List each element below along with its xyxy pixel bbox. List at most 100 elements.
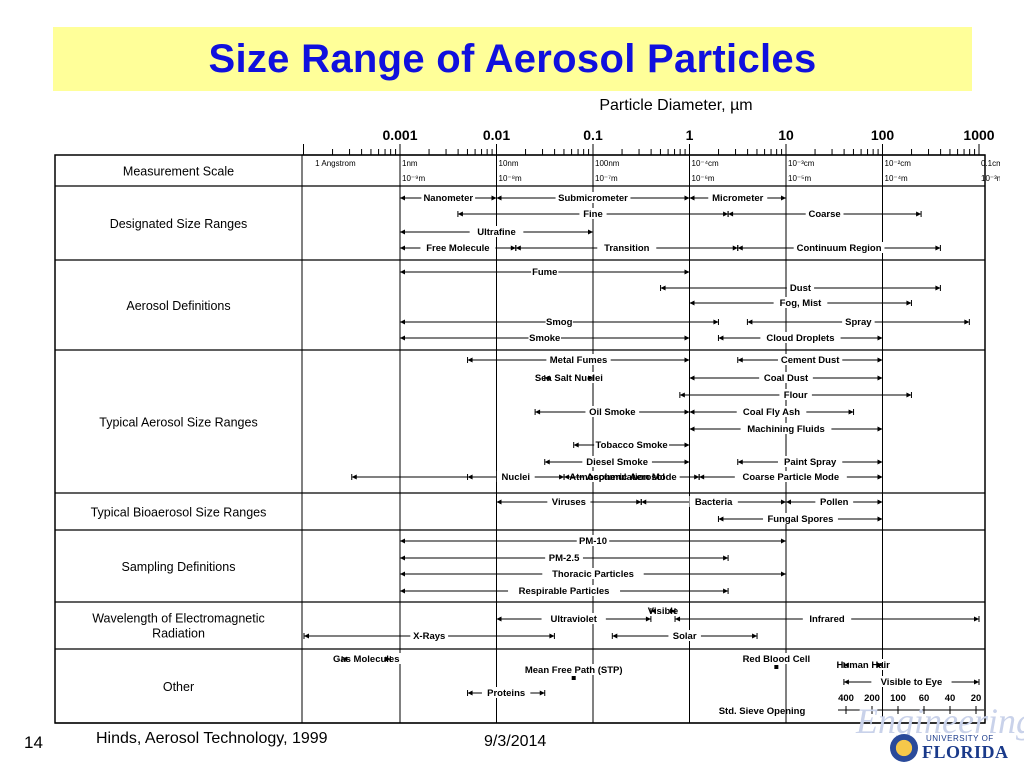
size-range-bar xyxy=(303,630,555,641)
size-range-bar xyxy=(746,316,970,327)
section-label: Sampling Definitions xyxy=(122,560,236,574)
range-label: Submicrometer xyxy=(558,193,628,204)
university-logo: Engineering UNIVERSITY OF FLORIDA xyxy=(856,701,1024,766)
size-range-bar xyxy=(399,552,729,563)
size-range-bar xyxy=(736,653,817,669)
scale-label: 1nm xyxy=(402,159,418,168)
scale-label: 10nm xyxy=(499,159,519,168)
decade-label: 10 xyxy=(778,127,794,143)
size-range-bar xyxy=(496,613,652,624)
range-label: Free Molecule xyxy=(426,243,489,254)
scale-label: 100nm xyxy=(595,159,620,168)
size-range-bar xyxy=(641,605,685,616)
section-label: Aerosol Definitions xyxy=(126,299,230,313)
logo-name-text: FLORIDA xyxy=(922,742,1009,762)
section-label: Other xyxy=(163,680,194,694)
decade-label: 1000 xyxy=(963,127,994,143)
size-range-bar xyxy=(573,439,690,450)
decade-label: 0.01 xyxy=(483,127,510,143)
range-label: Coal Dust xyxy=(764,373,809,384)
sieve-value: 100 xyxy=(890,693,906,704)
size-range-bar xyxy=(611,630,758,641)
logo-university-text: UNIVERSITY OF xyxy=(926,734,994,743)
range-label: Cement Dust xyxy=(781,355,840,366)
range-label: Gas Molecules xyxy=(333,654,400,665)
scale-label: 10⁻⁸m xyxy=(499,174,522,183)
decade-label: 0.001 xyxy=(382,127,417,143)
range-label: Coarse Particle Mode xyxy=(743,472,840,483)
university-seal-icon xyxy=(890,734,918,762)
size-range-bar xyxy=(467,687,546,698)
scale-label: 10⁻⁷m xyxy=(595,174,618,183)
section-label: Measurement Scale xyxy=(123,165,234,179)
range-label: Fume xyxy=(532,267,557,278)
range-label: Ultraviolet xyxy=(550,614,597,625)
range-label: Coarse xyxy=(808,209,840,220)
range-label: Atmospheric Aerosol xyxy=(569,472,665,483)
range-label: Oil Smoke xyxy=(589,407,635,418)
range-label: X-Rays xyxy=(413,631,445,642)
sieve-label: Std. Sieve Opening xyxy=(719,706,806,717)
scale-label: 10⁻⁵m xyxy=(788,174,811,183)
range-label: PM-10 xyxy=(579,536,607,547)
sieve-value: 60 xyxy=(919,693,930,704)
size-range-bar xyxy=(674,613,980,624)
section-label: Typical Aerosol Size Ranges xyxy=(99,416,257,430)
size-range-bar xyxy=(526,372,612,383)
scale-label: 10⁻⁶m xyxy=(692,174,715,183)
range-label: Infrared xyxy=(809,614,845,625)
range-label: Diesel Smoke xyxy=(586,457,648,468)
size-range-bar xyxy=(689,192,787,203)
scale-label: 10⁻⁴m xyxy=(885,174,909,183)
range-label: Proteins xyxy=(487,688,525,699)
section-label: Designated Size Ranges xyxy=(110,217,248,231)
section-label: Typical Bioaerosol Size Ranges xyxy=(91,506,267,520)
sieve-value: 40 xyxy=(945,693,956,704)
size-range-bar xyxy=(698,471,883,482)
section-label: Wavelength of Electromagnetic xyxy=(92,612,265,626)
range-label: PM-2.5 xyxy=(549,553,580,564)
range-label: Smoke xyxy=(529,333,560,344)
size-range-bar xyxy=(843,676,980,687)
range-label: Tobacco Smoke xyxy=(596,440,668,451)
size-range-bar xyxy=(689,372,883,383)
range-label: Fog, Mist xyxy=(780,298,823,309)
size-range-bar xyxy=(399,535,787,546)
logo-watermark: Engineering xyxy=(856,701,1024,741)
range-label: Transition xyxy=(604,243,650,254)
size-range-bar xyxy=(660,282,941,293)
range-label: Respirable Particles xyxy=(519,586,610,597)
range-label: Pollen xyxy=(820,497,849,508)
size-range-bar xyxy=(717,332,883,343)
size-range-bar xyxy=(467,354,690,365)
range-label: Coal Fly Ash xyxy=(743,407,800,418)
size-range-bar xyxy=(399,316,719,327)
scale-label: 10⁻⁴cm xyxy=(692,159,720,168)
size-range-bar xyxy=(785,496,883,507)
size-range-bar xyxy=(689,297,912,308)
range-label: Bacteria xyxy=(695,497,733,508)
range-label: Thoracic Particles xyxy=(552,569,634,580)
range-label: Mean Free Path (STP) xyxy=(525,665,623,676)
size-range-bar xyxy=(328,653,404,664)
size-range-bar xyxy=(717,513,883,524)
range-label: Human Hair xyxy=(837,660,891,671)
size-range-bar xyxy=(399,266,690,277)
decade-label: 100 xyxy=(871,127,895,143)
scale-label: 10⁻⁹m xyxy=(402,174,426,183)
range-label: Sea Salt Nuclei xyxy=(535,373,603,384)
size-range-bar xyxy=(689,423,883,434)
slide-number: 14 xyxy=(24,733,43,752)
range-label: Nanometer xyxy=(423,193,473,204)
range-label: Visible to Eye xyxy=(881,677,943,688)
range-label: Machining Fluids xyxy=(747,424,825,435)
decade-label: 1 xyxy=(686,127,694,143)
size-range-bar xyxy=(496,192,690,203)
scale-label: 10⁻³m xyxy=(981,174,1000,183)
scale-label: 1 Angstrom xyxy=(315,159,356,168)
size-range-bar xyxy=(679,389,912,400)
sieve-value: 400 xyxy=(838,693,854,704)
slide-title: Size Range of Aerosol Particles xyxy=(208,36,817,81)
range-label: Flour xyxy=(784,390,808,401)
range-label: Visible xyxy=(648,606,678,617)
